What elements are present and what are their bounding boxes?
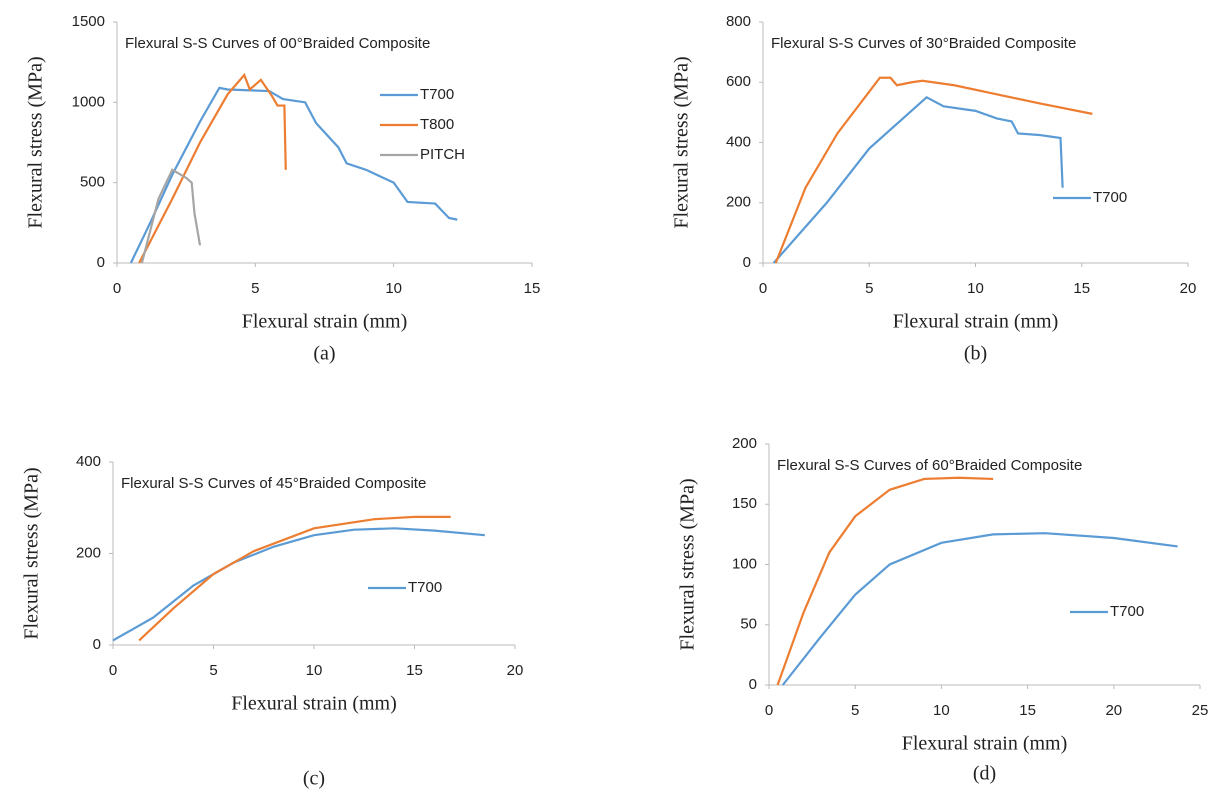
y-tick-label: 0 bbox=[97, 254, 105, 271]
y-tick-label: 0 bbox=[749, 676, 757, 693]
x-axis-label: Flexural strain (mm) bbox=[231, 693, 397, 715]
y-axis-label: Flexural stress (MPa) bbox=[25, 56, 47, 228]
legend-label: T700 bbox=[1093, 189, 1127, 206]
chart-title: Flexural S-S Curves of 45°Braided Compos… bbox=[121, 475, 426, 492]
chart-title: Flexural S-S Curves of 30°Braided Compos… bbox=[771, 35, 1076, 52]
x-tick-label: 5 bbox=[851, 702, 859, 719]
x-tick-label: 15 bbox=[406, 662, 423, 679]
y-tick-label: 200 bbox=[732, 435, 757, 452]
x-tick-label: 10 bbox=[306, 662, 323, 679]
legend-label: T800 bbox=[420, 116, 454, 133]
x-tick-label: 0 bbox=[759, 280, 767, 297]
data-line bbox=[129, 86, 458, 264]
y-tick-label: 800 bbox=[726, 13, 751, 30]
data-line bbox=[772, 95, 1064, 264]
caption: (a) bbox=[313, 343, 335, 365]
x-tick-label: 15 bbox=[524, 280, 541, 297]
y-tick-label: 0 bbox=[93, 636, 101, 653]
chart-title: Flexural S-S Curves of 60°Braided Compos… bbox=[777, 457, 1082, 474]
x-axis-label: Flexural strain (mm) bbox=[242, 311, 408, 333]
x-tick-label: 0 bbox=[765, 702, 773, 719]
y-tick-label: 500 bbox=[80, 174, 105, 191]
data-line bbox=[138, 515, 451, 642]
x-tick-label: 5 bbox=[865, 280, 873, 297]
y-tick-label: 400 bbox=[76, 453, 101, 470]
y-tick-label: 200 bbox=[76, 544, 101, 561]
y-axis-label: Flexural stress (MPa) bbox=[677, 478, 699, 650]
y-tick-label: 0 bbox=[743, 254, 751, 271]
y-tick-label: 600 bbox=[726, 73, 751, 90]
y-tick-label: 400 bbox=[726, 133, 751, 150]
x-tick-label: 5 bbox=[251, 280, 259, 297]
x-tick-label: 5 bbox=[209, 662, 217, 679]
x-tick-label: 20 bbox=[507, 662, 524, 679]
data-line bbox=[112, 527, 485, 642]
x-tick-label: 25 bbox=[1192, 702, 1209, 719]
legend-label: T700 bbox=[420, 86, 454, 103]
caption: (d) bbox=[973, 763, 996, 785]
x-tick-label: 20 bbox=[1180, 280, 1197, 297]
data-line bbox=[138, 72, 287, 264]
legend-label: T700 bbox=[1110, 603, 1144, 620]
y-tick-label: 1000 bbox=[72, 93, 105, 110]
y-axis-label: Flexural stress (MPa) bbox=[21, 467, 43, 639]
data-line bbox=[774, 76, 1093, 264]
x-tick-label: 10 bbox=[933, 702, 950, 719]
chart-title: Flexural S-S Curves of 00°Braided Compos… bbox=[125, 35, 430, 52]
x-tick-label: 10 bbox=[385, 280, 402, 297]
x-tick-label: 0 bbox=[109, 662, 117, 679]
y-tick-label: 200 bbox=[726, 194, 751, 211]
x-axis-label: Flexural strain (mm) bbox=[893, 311, 1059, 333]
x-tick-label: 0 bbox=[113, 280, 121, 297]
x-tick-label: 20 bbox=[1105, 702, 1122, 719]
y-tick-label: 1500 bbox=[72, 13, 105, 30]
x-tick-label: 15 bbox=[1073, 280, 1090, 297]
x-tick-label: 10 bbox=[967, 280, 984, 297]
y-tick-label: 150 bbox=[732, 495, 757, 512]
y-tick-label: 50 bbox=[740, 616, 757, 633]
legend-label: PITCH bbox=[420, 146, 465, 163]
legend-label: T700 bbox=[408, 579, 442, 596]
x-axis-label: Flexural strain (mm) bbox=[902, 733, 1068, 755]
x-tick-label: 15 bbox=[1019, 702, 1036, 719]
y-tick-label: 100 bbox=[732, 555, 757, 572]
data-line bbox=[781, 532, 1178, 686]
caption: (c) bbox=[303, 768, 325, 790]
y-axis-label: Flexural stress (MPa) bbox=[671, 56, 693, 228]
data-line bbox=[776, 476, 994, 686]
data-line bbox=[140, 168, 202, 264]
caption: (b) bbox=[964, 343, 987, 365]
